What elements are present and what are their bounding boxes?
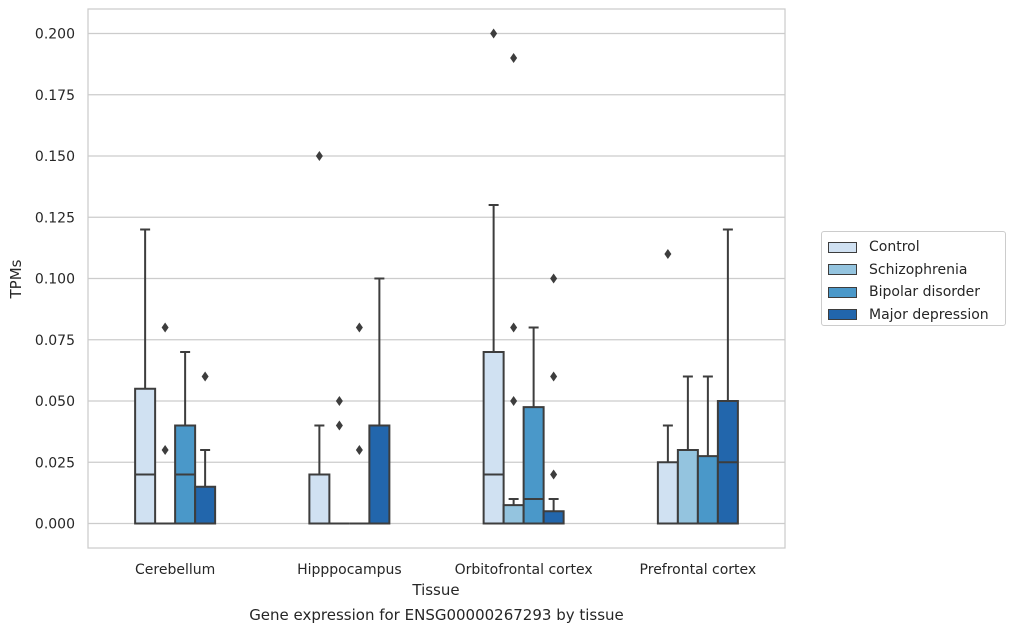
legend-swatch-schizophrenia <box>828 264 857 276</box>
outlier-point <box>510 396 518 406</box>
y-tick-label: 0.125 <box>35 210 75 226</box>
box-body <box>676 449 699 525</box>
box-control <box>482 28 505 525</box>
box-body <box>482 351 505 525</box>
outlier-point <box>315 151 323 161</box>
x-tick-label: Prefrontal cortex <box>640 562 757 578</box>
x-tick-labels: Cerebellum Hipppocampus Orbitofrontal cort… <box>135 562 756 578</box>
box-body <box>368 424 391 525</box>
legend-label-major-depression: Major depression <box>869 306 989 323</box>
x-axis-label: Tissue <box>411 581 459 599</box>
legend: Control Schizophrenia Bipolar disorder M… <box>821 231 1006 326</box>
legend-label-control: Control <box>869 239 920 256</box>
legend-item-control: Control <box>828 236 1005 259</box>
outlier-point <box>355 445 363 455</box>
y-tick-label: 0.200 <box>35 27 75 43</box>
legend-swatch-major-depression <box>828 309 857 321</box>
plot-area <box>87 8 786 549</box>
box-series <box>134 28 739 525</box>
y-tick-label: 0.100 <box>35 272 75 288</box>
y-tick-label: 0.175 <box>35 88 75 104</box>
box-schizophrenia <box>676 375 699 525</box>
legend-swatch-control <box>828 241 857 253</box>
legend-item-bipolar-disorder: Bipolar disorder <box>828 281 1005 304</box>
box-control <box>656 249 679 525</box>
box-control <box>308 151 331 525</box>
box-bipolar-disorder <box>522 326 545 525</box>
box-body <box>502 504 525 525</box>
box-body <box>542 510 565 525</box>
box-schizophrenia <box>502 53 525 525</box>
y-tick-label: 0.000 <box>35 517 75 533</box>
outlier-point <box>335 420 343 431</box>
outlier-point <box>550 273 558 284</box>
y-tick-label: 0.025 <box>35 455 75 471</box>
y-tick-label: 0.050 <box>35 394 75 410</box>
box-bipolar-disorder <box>349 322 370 525</box>
outlier-point <box>490 28 498 39</box>
box-major-depression <box>194 371 217 525</box>
y-tick-label: 0.075 <box>35 333 75 349</box>
chart-title: Gene expression for ENSG00000267293 by t… <box>249 606 624 624</box>
outlier-point <box>550 371 558 382</box>
legend-label-bipolar-disorder: Bipolar disorder <box>869 284 981 301</box>
outlier-point <box>335 396 343 406</box>
outlier-point <box>664 249 672 259</box>
box-body <box>696 455 719 525</box>
box-body <box>308 473 331 525</box>
box-body <box>194 485 217 525</box>
box-body <box>522 406 545 525</box>
y-axis-label: TPMs <box>7 259 25 299</box>
box-major-depression <box>542 273 565 525</box>
x-tick-label: Orbitofrontal cortex <box>455 562 593 578</box>
outlier-point <box>355 322 363 333</box>
y-tick-labels: 0.000 0.025 0.050 0.075 0.100 0.125 0.150 0.175… <box>35 27 75 533</box>
box-bipolar-disorder <box>696 375 719 525</box>
box-body <box>134 387 157 525</box>
box-body <box>656 461 679 525</box>
box-major-depression <box>716 228 739 525</box>
outlier-point <box>161 445 169 455</box>
outlier-point <box>550 469 558 480</box>
outlier-point <box>510 322 518 333</box>
outlier-point <box>161 322 169 333</box>
box-major-depression <box>368 277 391 525</box>
outlier-point <box>201 371 209 382</box>
box-schizophrenia <box>329 396 350 525</box>
legend-label-schizophrenia: Schizophrenia <box>869 261 968 278</box>
legend-swatch-bipolar-disorder <box>828 286 857 298</box>
x-tick-label: Hipppocampus <box>297 562 402 578</box>
legend-item-major-depression: Major depression <box>828 304 1005 327</box>
box-control <box>134 228 157 525</box>
y-tick-label: 0.150 <box>35 149 75 165</box>
outlier-point <box>510 53 518 63</box>
box-schizophrenia <box>155 322 176 525</box>
x-tick-label: Cerebellum <box>135 562 215 578</box>
legend-item-schizophrenia: Schizophrenia <box>828 259 1005 282</box>
box-bipolar-disorder <box>174 351 197 525</box>
